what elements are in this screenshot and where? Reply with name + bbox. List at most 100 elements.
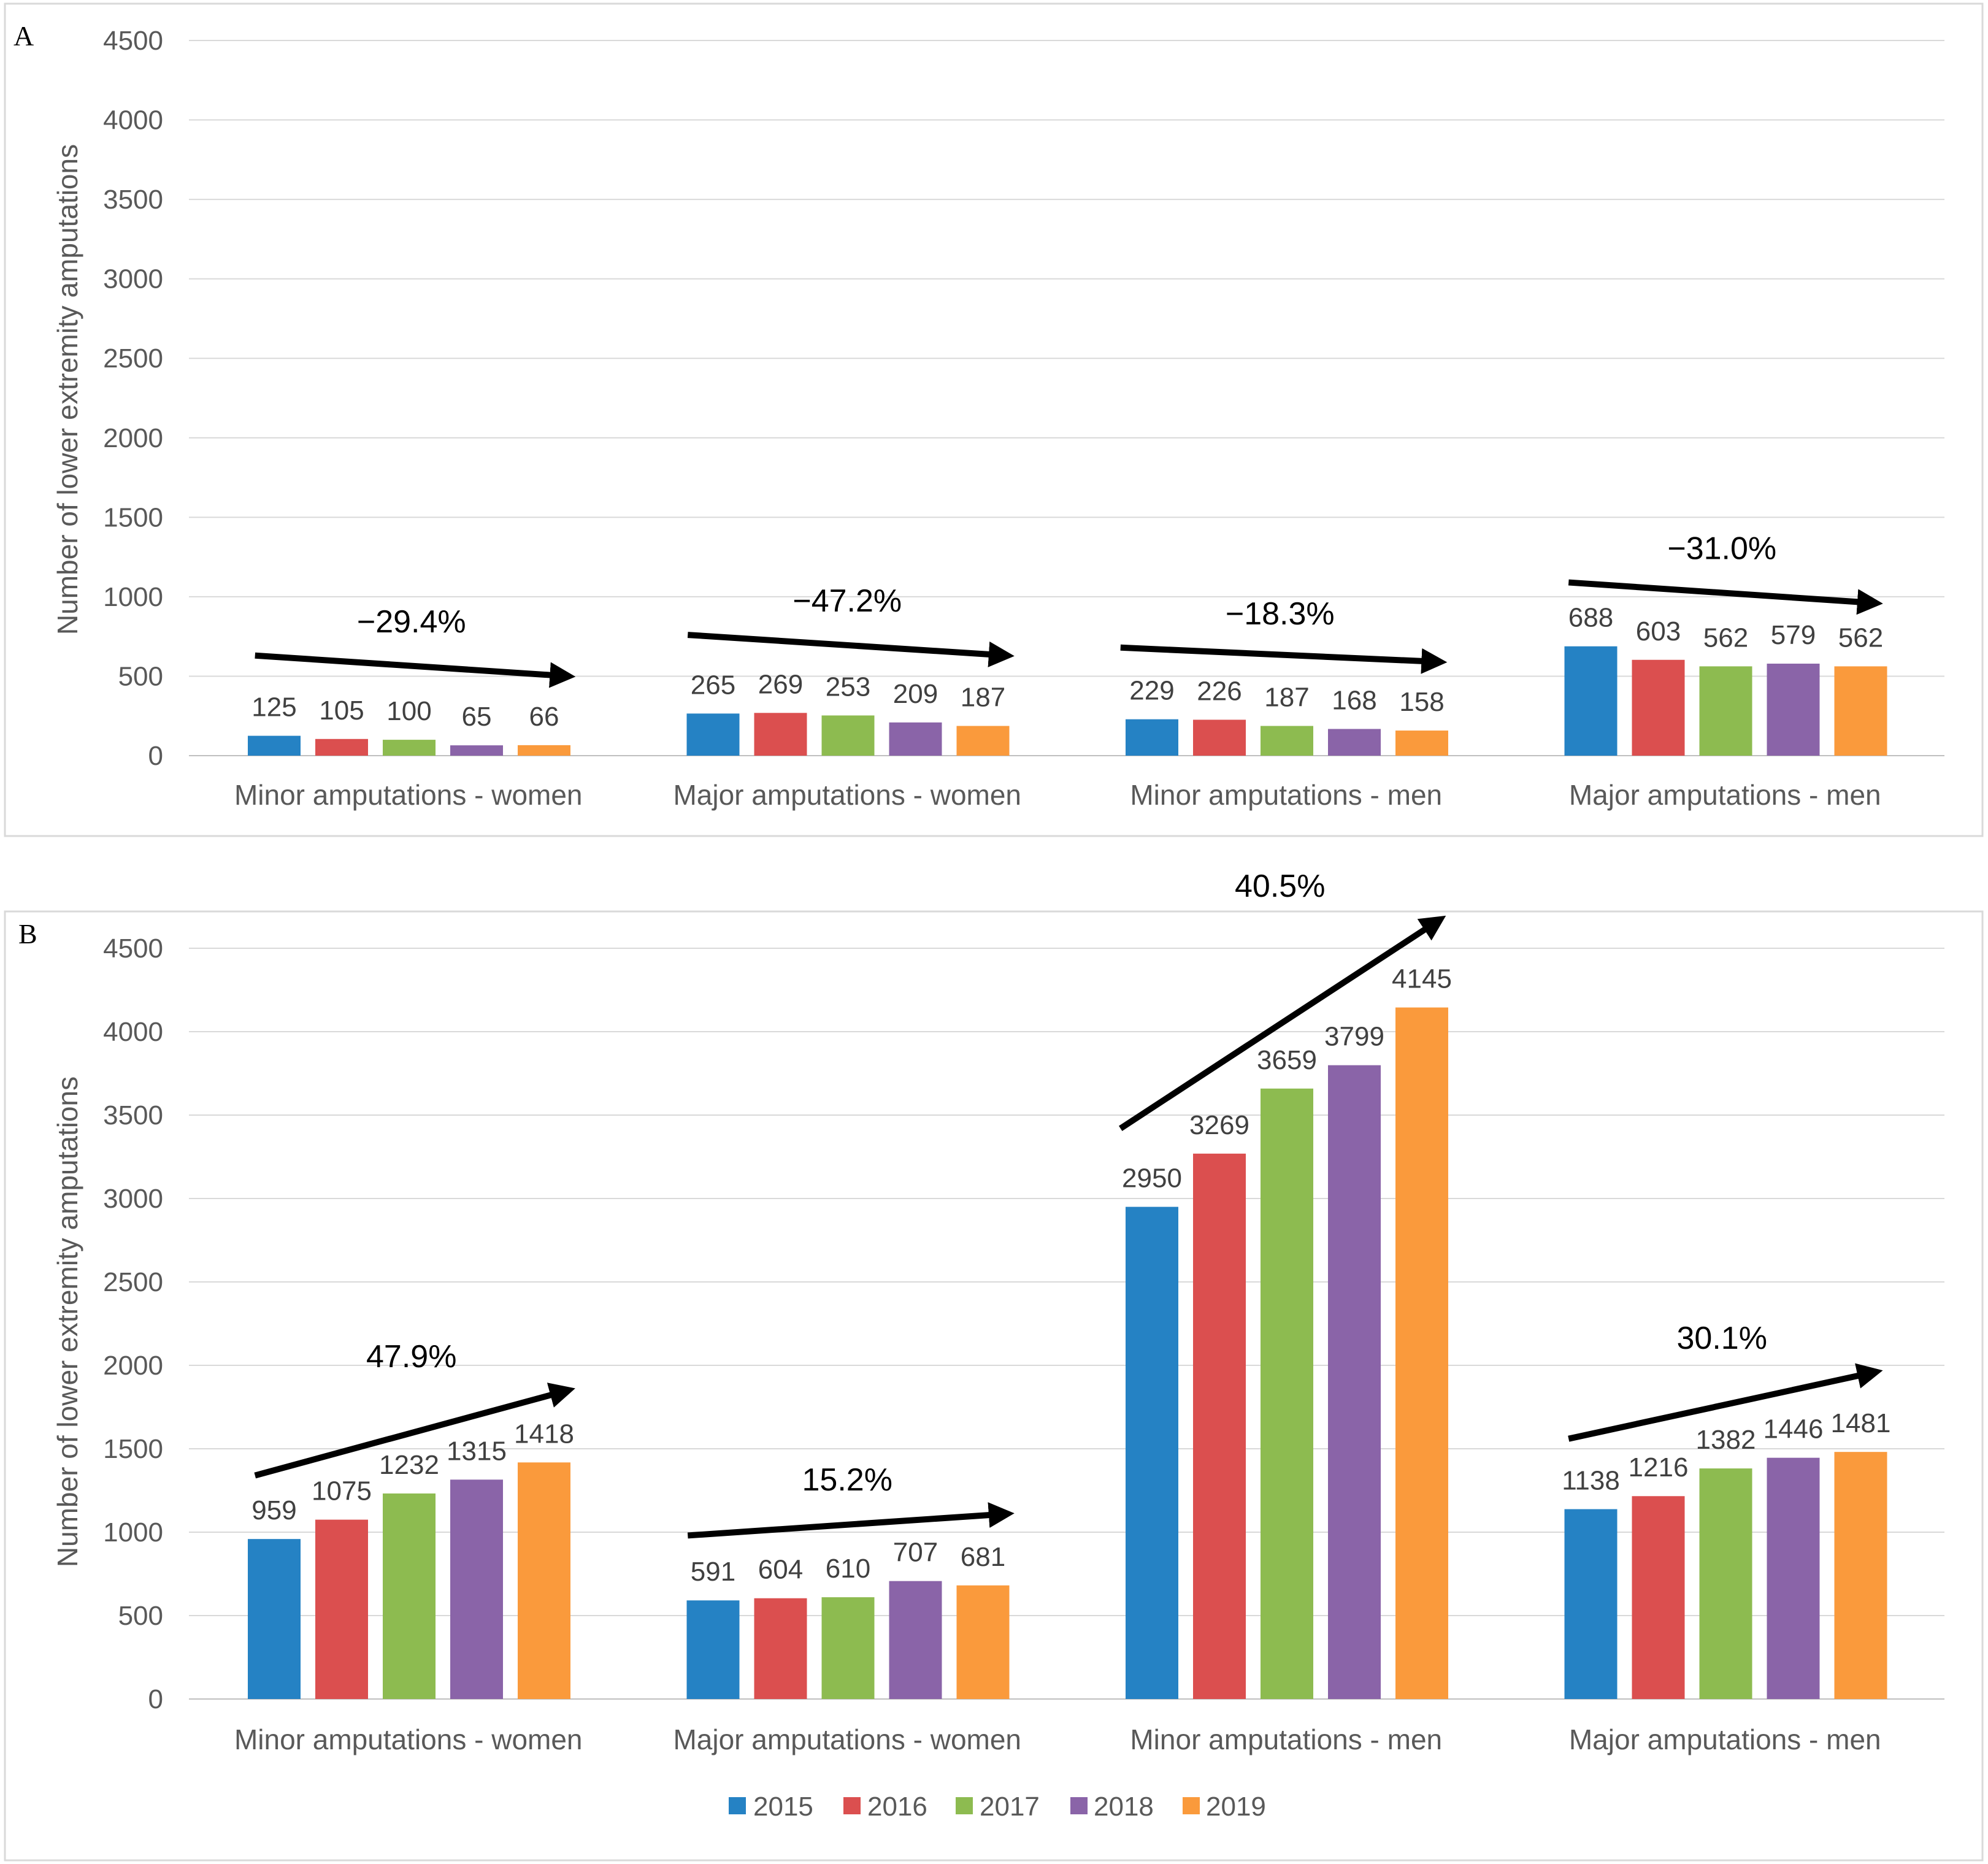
value-label: 3659 [1257,1045,1317,1075]
value-label: 1232 [379,1450,439,1480]
legend-item-2015: 2015 [729,1792,813,1822]
value-label: 1216 [1629,1452,1689,1482]
value-label: 65 [462,702,492,732]
value-label: 229 [1129,676,1174,706]
legend-item-2019: 2019 [1183,1792,1266,1822]
bar-2019 [956,726,1010,756]
panel-a-y-tick-label: 0 [148,741,163,771]
bar-2015 [686,713,740,756]
bar-2018 [450,1479,503,1699]
trend-percent-label: 47.9% [366,1339,456,1375]
category-label: Major amputations - women [673,779,1021,811]
panel-a: A Number of lower extremity amputations … [4,2,1984,837]
bar-2016 [754,1598,807,1699]
legend-swatch-2019 [1183,1797,1200,1814]
panel-b-y-tick-label: 4500 [103,934,163,964]
legend-swatch-2015 [729,1797,746,1814]
value-label: 707 [893,1538,938,1568]
value-label: 226 [1197,676,1242,706]
panel-b-y-tick-label: 500 [118,1601,163,1631]
value-label: 209 [893,679,938,709]
bar-2019 [1395,731,1448,756]
trend-arrow [254,1383,575,1479]
value-label: 100 [386,696,431,726]
panel-b-y-tick-label: 4000 [103,1017,163,1047]
value-label: 269 [758,669,803,699]
panel-a-y-tick-label: 1500 [103,502,163,532]
value-label: 610 [826,1554,870,1584]
legend-item-2018: 2018 [1070,1792,1154,1822]
category-label: Minor amputations - men [1130,1724,1442,1755]
panel-b-frame [4,910,1984,1862]
panel-a-y-tick-label: 4000 [103,105,163,136]
trend-percent-label: −29.4% [357,604,466,640]
bar-2018 [889,722,942,756]
bar-2019 [518,1462,570,1699]
panel-a-y-tick-label: 2000 [103,423,163,453]
bar-2016 [315,738,368,756]
category-label: Major amputations - women [673,1724,1021,1755]
legend-label-2015: 2015 [753,1792,813,1822]
value-label: 265 [691,670,735,700]
value-label: 4145 [1392,964,1452,994]
trend-arrow [1568,579,1883,615]
trend-arrow [1568,1363,1883,1442]
panel-a-y-tick-label: 2500 [103,343,163,374]
panel-a-y-tick-label: 500 [118,661,163,691]
panel-b-y-tick-label: 1500 [103,1434,163,1464]
panel-b-y-tick-label: 2500 [103,1267,163,1297]
legend-item-2017: 2017 [956,1792,1040,1822]
bar-2017 [1699,1468,1752,1699]
value-label: 1446 [1763,1414,1824,1444]
panel-b-y-tick-label: 1000 [103,1517,163,1548]
trend-arrow [687,1502,1015,1539]
trend-percent-label: 40.5% [1235,869,1325,904]
bar-2017 [1699,666,1752,756]
panel-b-y-tick-label: 3000 [103,1184,163,1214]
panel-b: B Number of lower extremity amputations … [4,869,1984,1862]
bar-2018 [450,745,503,756]
bar-2018 [1328,1065,1381,1699]
legend-label-2017: 2017 [980,1792,1040,1822]
category-label: Major amputations - men [1569,779,1881,811]
category-label: Major amputations - men [1569,1724,1881,1755]
legend-item-2016: 2016 [843,1792,927,1822]
bar-2019 [1834,666,1887,756]
panel-a-category-labels: Minor amputations - women Major amputatio… [234,779,1881,811]
value-label: 187 [961,683,1005,713]
bar-2018 [1767,663,1820,756]
trend-percent-label: 15.2% [802,1462,892,1498]
bar-2015 [248,1539,301,1699]
legend-swatch-2017 [956,1797,973,1814]
value-label: 562 [1838,623,1883,653]
legend-label-2019: 2019 [1206,1792,1266,1822]
value-label: 253 [826,672,870,702]
value-label: 579 [1771,620,1816,650]
value-label: 959 [251,1495,296,1525]
trend-percent-label: −31.0% [1667,531,1776,567]
trend-arrow [255,652,576,688]
value-label: 604 [758,1555,803,1585]
panel-a-bars [248,646,1887,756]
bar-2019 [518,745,570,756]
trend-arrow [1120,644,1448,674]
value-label: 1075 [312,1476,372,1506]
bar-2015 [686,1600,740,1699]
bar-2017 [383,740,436,756]
bar-2017 [1261,1088,1313,1699]
value-label: 187 [1264,683,1309,713]
bar-2015 [1564,1509,1618,1699]
bar-2016 [315,1519,368,1699]
value-label: 1418 [514,1419,574,1449]
panel-a-trend-arrows: −29.4% −47.2% −18.3% −31.0% [255,531,1883,688]
value-label: 681 [961,1542,1005,1572]
panel-b-category-labels: Minor amputations - women Major amputatio… [234,1724,1881,1755]
value-label: 3799 [1324,1022,1384,1052]
bar-2016 [754,713,807,756]
trend-percent-label: 30.1% [1677,1321,1767,1356]
value-label: 3269 [1189,1110,1249,1140]
panel-b-trend-arrows: 47.9% 15.2% 40.5% 30.1% [254,869,1883,1539]
panel-a-letter: A [13,20,34,52]
trend-percent-label: −47.2% [793,583,902,619]
